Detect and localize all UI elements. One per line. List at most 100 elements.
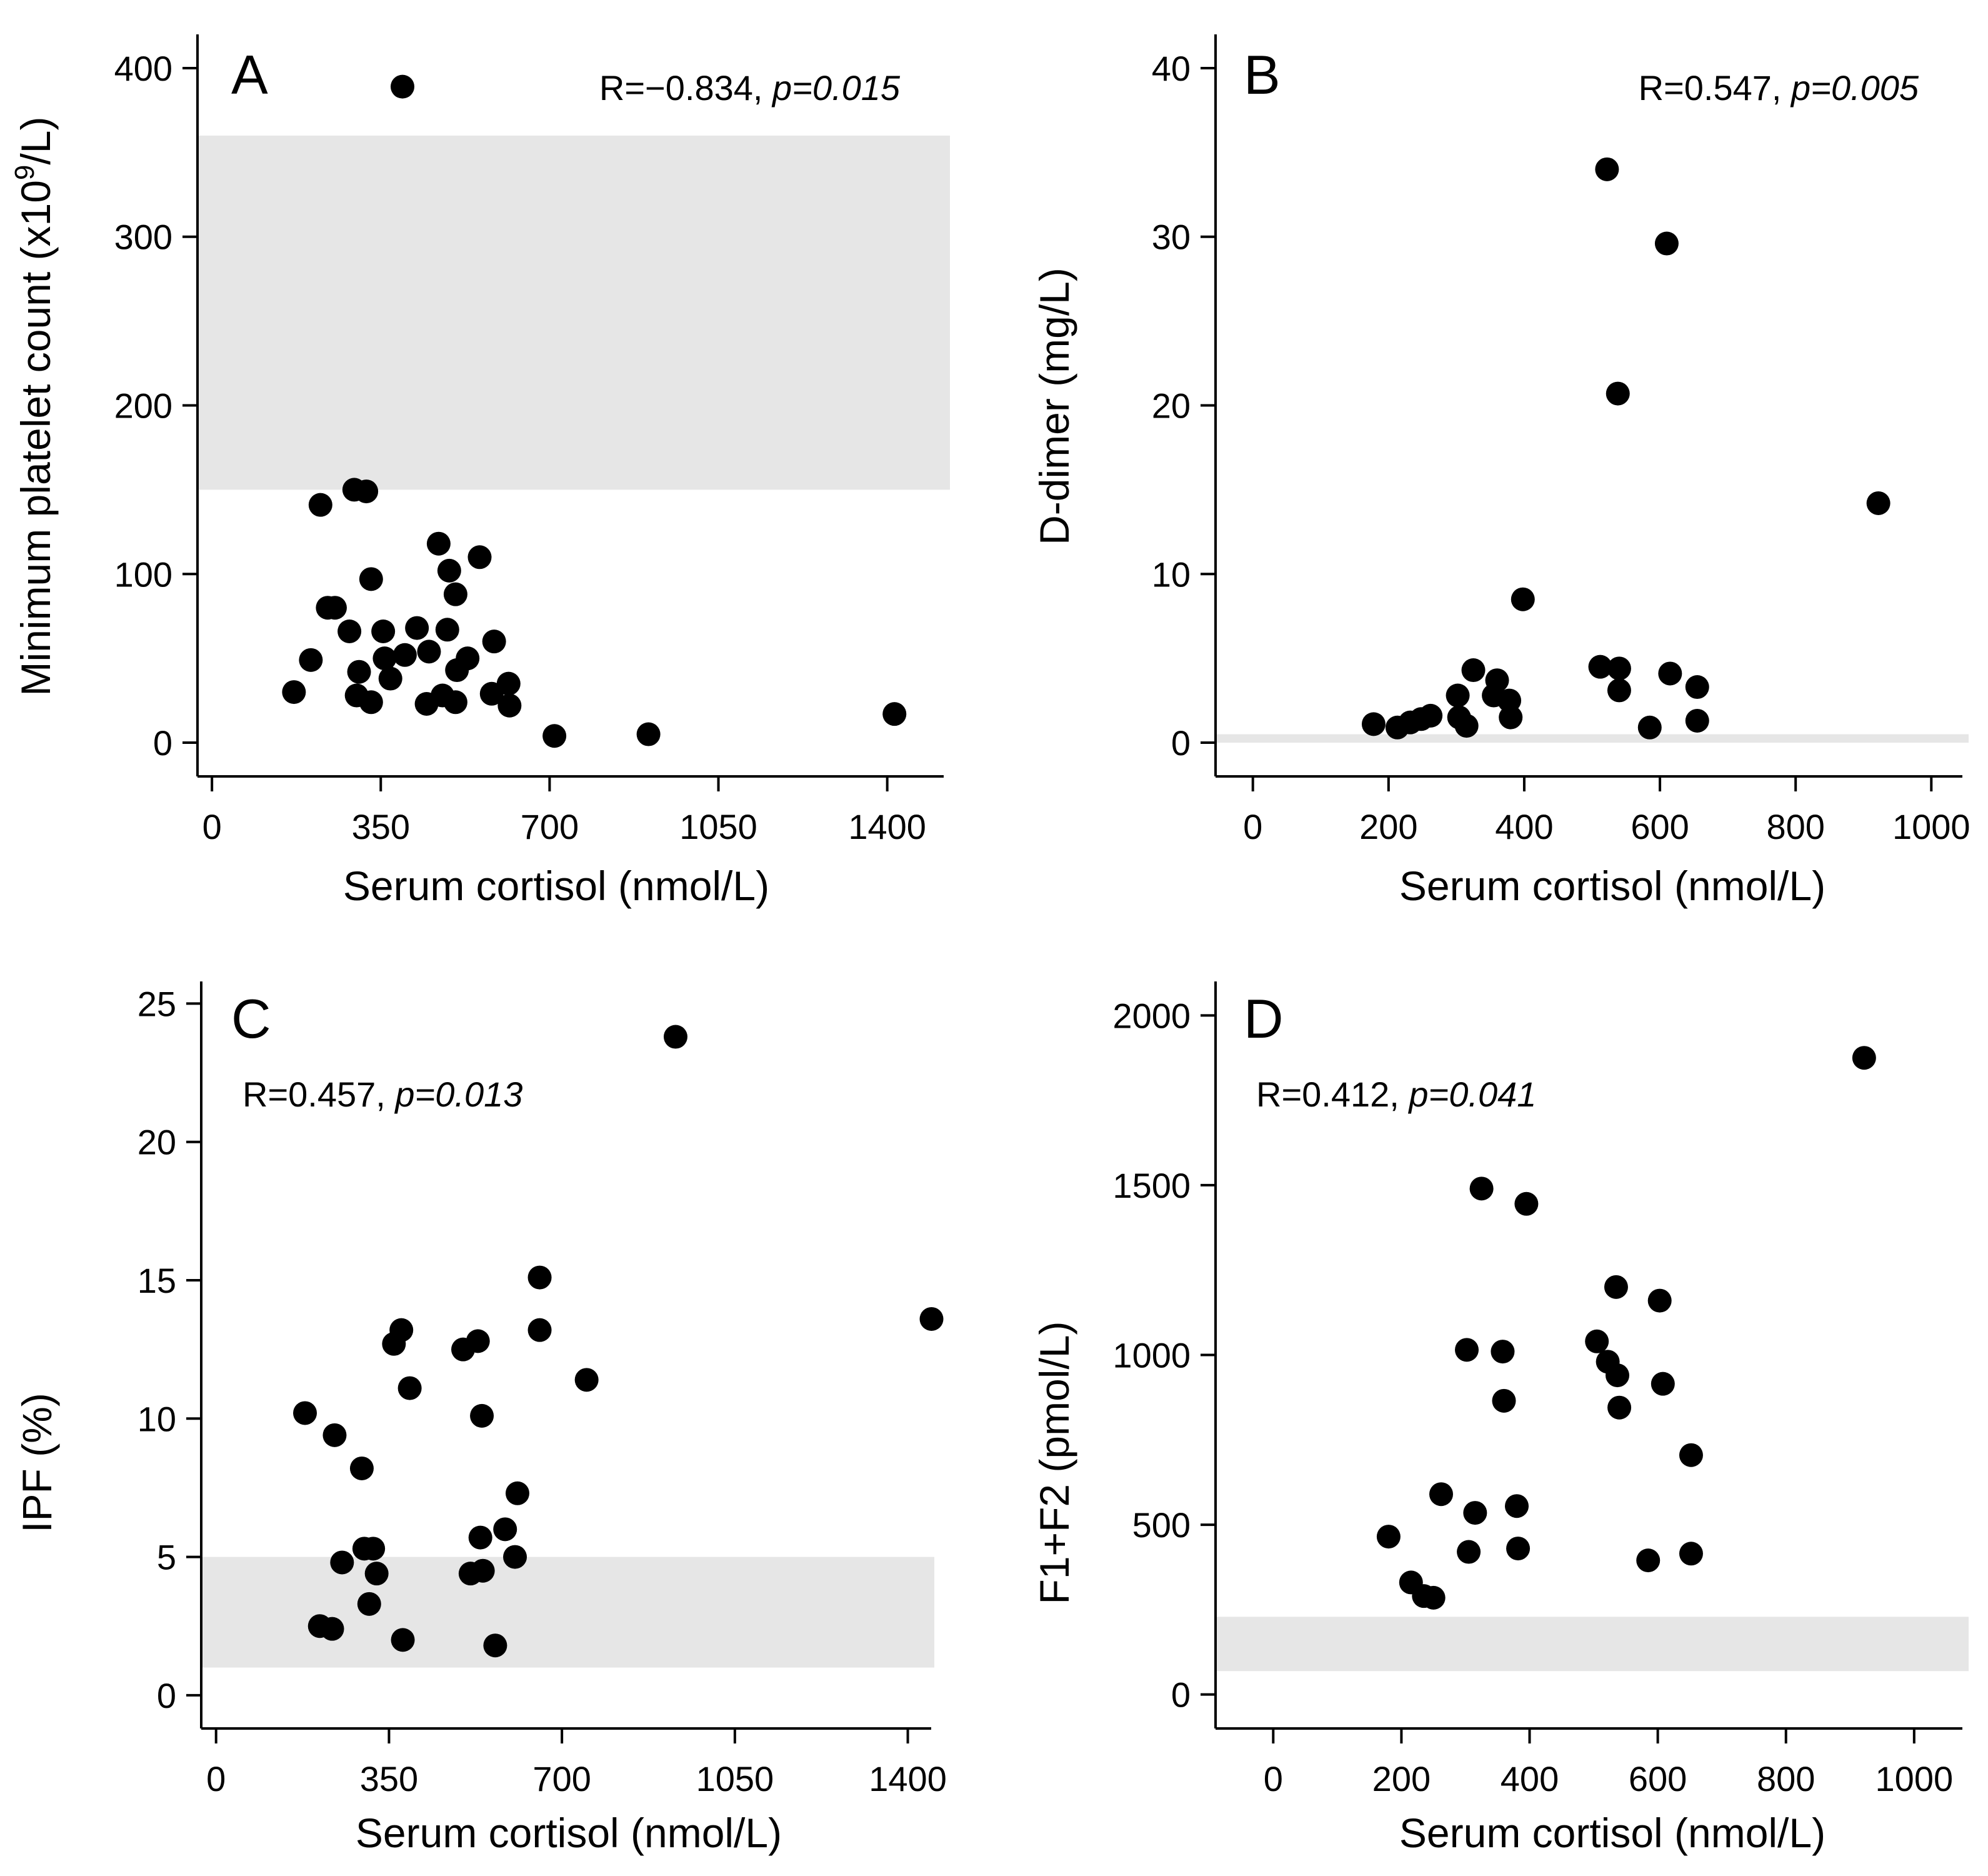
data-point [392,643,417,667]
panel-a: 0 350 700 1050 1400 0 100 200 300 400 A R=−0.834, p… [9,34,950,909]
data-point [1429,1482,1453,1507]
data-point [1505,1494,1529,1518]
data-point [1361,712,1386,736]
data-point [320,1617,344,1641]
y-axis-title-superscript: 9 [9,165,40,180]
data-point [378,666,402,691]
y-tick-label: 20 [137,1123,176,1162]
data-point [470,1403,494,1428]
data-point [293,1401,317,1425]
data-point [483,1633,507,1658]
x-tick-label: 1000 [1876,1759,1954,1798]
data-point [337,619,362,643]
y-tick-label: 500 [1132,1505,1191,1545]
data-point [1852,1046,1876,1070]
x-tick-label: 1400 [848,807,926,846]
data-point [505,1481,529,1505]
correlation-annotation: R=0.457, p=0.013 [242,1075,522,1114]
y-axis-title-part: F1+F2 (pmol/L) [1031,1322,1077,1605]
data-point [1637,715,1662,740]
data-point [527,1265,552,1290]
data-point [1607,1395,1632,1420]
reference-band [197,135,950,490]
data-point [636,722,661,746]
y-tick-label: 40 [1152,49,1191,88]
data-point [1658,661,1682,686]
x-tick-label: 0 [1243,807,1262,846]
x-tick-label: 200 [1359,807,1417,846]
data-point [1491,1340,1515,1364]
data-point [1679,1542,1703,1566]
data-point [1604,1275,1628,1299]
p-value: p=0.015 [771,68,901,108]
y-tick-label: 100 [114,554,172,594]
data-point [1421,1585,1446,1610]
y-tick-label: 30 [1152,218,1191,257]
data-point [1506,1537,1531,1561]
x-tick-label: 1050 [696,1759,774,1798]
data-point [282,680,306,705]
y-tick-label: 400 [114,49,172,88]
data-point [1654,231,1679,256]
y-tick-label: 25 [137,984,176,1023]
x-tick-label: 0 [206,1759,226,1798]
panel-b: 0 200 400 600 800 1000 0 10 20 30 40 B R=0.547, p=0.… [1031,34,1971,909]
data-point [322,1423,347,1447]
x-axis-title: Serum cortisol (nmol/L) [356,1810,782,1856]
data-point [466,1329,490,1353]
data-point [330,1550,354,1575]
data-point [347,660,371,684]
data-point [1446,683,1470,708]
data-point [496,671,521,696]
y-tick-label: 1500 [1112,1166,1191,1205]
data-point [1685,675,1709,700]
data-point [1679,1443,1703,1467]
data-point [467,545,492,569]
x-axis-title: Serum cortisol (nmol/L) [1399,1810,1826,1856]
data-point [919,1307,944,1331]
y-tick-label: 0 [157,1676,176,1715]
y-tick-label: 0 [153,723,172,763]
data-point [482,630,506,654]
reference-band [1216,734,1969,743]
data-point [1511,587,1535,611]
p-value: p=0.005 [1790,68,1919,108]
y-tick-label: 5 [157,1538,176,1577]
data-point [359,567,383,591]
y-axis-title-part: D-dimer (mg/L) [1031,268,1077,545]
data-point [1376,1525,1401,1549]
data-point [443,690,467,715]
data-point [299,648,323,672]
p-value: p=0.041 [1407,1075,1536,1114]
data-point [397,1376,422,1400]
x-tick-label: 1000 [1892,807,1971,846]
data-point [417,640,441,664]
data-point [322,596,347,620]
data-point [1588,655,1612,679]
y-axis-title: IPF (%) [14,1393,60,1533]
data-point [1469,1176,1494,1201]
y-axis-title-part: IPF (%) [14,1393,60,1533]
data-point [493,1517,517,1542]
y-axis-title: F1+F2 (pmol/L) [1031,1322,1077,1605]
correlation-annotation: R=−0.834, p=0.015 [599,68,901,108]
panel-label: D [1244,988,1284,1050]
data-point [574,1368,599,1392]
x-tick-label: 1400 [869,1759,947,1798]
data-point [1651,1372,1675,1396]
x-tick-label: 600 [1631,807,1689,846]
data-point [359,690,383,715]
y-tick-label: 20 [1152,386,1191,426]
panel-c: 0 350 700 1050 1400 0 5 10 15 20 25 C R=0.457, p=0.0… [14,981,947,1856]
x-tick-label: 600 [1629,1759,1687,1798]
data-point [1454,714,1479,738]
data-point [357,1592,381,1616]
data-point [308,493,332,517]
y-axis-title-part: /L) [12,117,59,165]
data-point [1595,157,1619,181]
x-tick-label: 700 [521,807,579,846]
data-point [1419,703,1443,728]
x-tick-label: 400 [1495,807,1553,846]
x-tick-label: 350 [352,807,410,846]
